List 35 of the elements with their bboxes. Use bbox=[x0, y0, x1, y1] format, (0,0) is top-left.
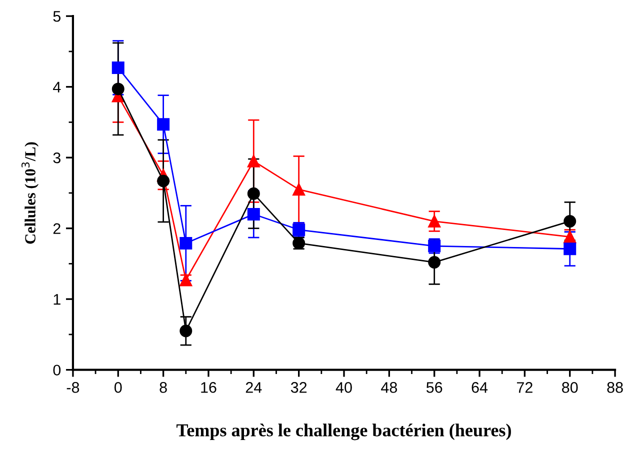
point bbox=[157, 174, 170, 188]
point bbox=[428, 215, 441, 228]
y-tick-label: 1 bbox=[54, 294, 60, 305]
y-tick-label: 3 bbox=[53, 152, 60, 164]
point bbox=[564, 215, 576, 228]
x-tick-label: 88 bbox=[607, 382, 623, 393]
point bbox=[428, 256, 441, 269]
x-tick-label: -8 bbox=[66, 382, 80, 393]
x-tick-label: 40 bbox=[336, 382, 352, 393]
x-tick-label: 0 bbox=[114, 382, 122, 393]
x-axis-title: Temps après le challenge bactérien (heures) bbox=[176, 424, 511, 440]
y-tick-label: 0 bbox=[53, 364, 61, 376]
x-tick-label: 72 bbox=[516, 382, 532, 393]
x-tick-label: 16 bbox=[201, 382, 216, 393]
point bbox=[247, 154, 260, 168]
x-tick-label: 80 bbox=[562, 382, 578, 393]
x-tick-label: 56 bbox=[426, 382, 442, 393]
point bbox=[292, 183, 306, 196]
point bbox=[157, 118, 170, 131]
x-tick-label: 48 bbox=[381, 382, 398, 393]
point bbox=[180, 236, 192, 250]
point bbox=[247, 208, 260, 220]
y-tick-label: 5 bbox=[53, 11, 61, 22]
x-tick-label: 32 bbox=[290, 382, 307, 393]
point bbox=[180, 324, 192, 338]
y-axis-title: Cellules (10$^{3}$/L) bbox=[22, 142, 39, 244]
y-tick-label: 4 bbox=[53, 82, 61, 92]
y-tick-label: 2 bbox=[53, 223, 60, 234]
point bbox=[112, 82, 124, 96]
x-tick-label: 8 bbox=[160, 382, 167, 393]
point bbox=[112, 61, 124, 74]
x-tick-label: 64 bbox=[472, 382, 488, 393]
point bbox=[247, 187, 260, 200]
x-tick-label: 24 bbox=[246, 382, 262, 393]
point bbox=[564, 242, 576, 256]
